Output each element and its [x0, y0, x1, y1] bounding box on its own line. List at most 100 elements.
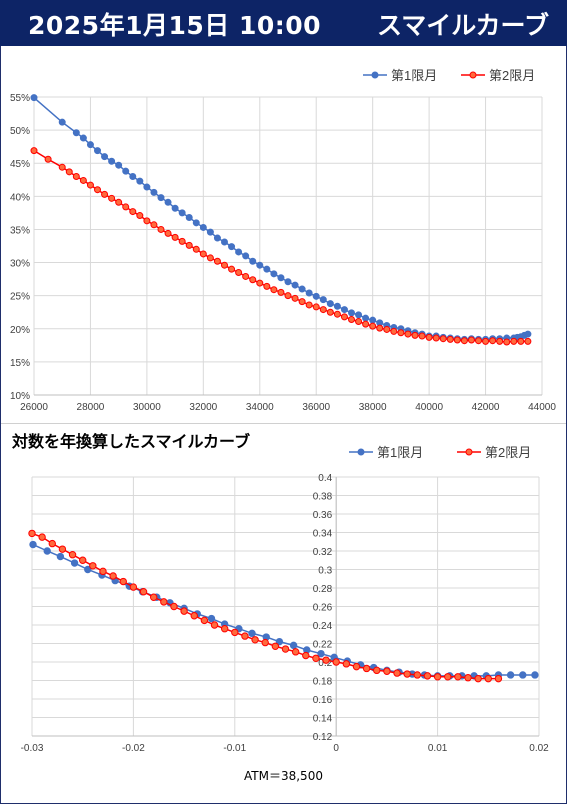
y-tick-label: 15% — [10, 358, 30, 369]
data-point — [256, 279, 264, 287]
data-point — [210, 621, 219, 629]
data-point — [94, 186, 101, 194]
data-point — [136, 177, 144, 185]
data-point — [48, 539, 56, 548]
series-line-2 — [33, 149, 528, 343]
data-point — [404, 330, 412, 338]
data-point — [235, 268, 243, 276]
data-point — [99, 567, 107, 576]
data-point — [101, 153, 109, 161]
data-point — [475, 337, 482, 345]
data-point — [326, 300, 334, 308]
data-point — [302, 651, 310, 660]
atm-annotation: ATM＝38,500 — [244, 769, 323, 783]
data-point — [496, 337, 504, 345]
data-point — [298, 298, 306, 306]
y-tick-label: 0.14 — [313, 714, 333, 725]
data-point — [413, 671, 422, 679]
data-point — [423, 672, 432, 680]
data-point — [122, 167, 130, 175]
y-tick-label: 35% — [10, 225, 30, 236]
y-tick-label: 0.22 — [313, 640, 333, 651]
data-point — [89, 562, 97, 570]
data-point — [291, 294, 299, 302]
x-tick-label: 34000 — [246, 402, 274, 413]
y-tick-label: 0.26 — [313, 603, 333, 614]
data-point — [228, 243, 236, 251]
data-point — [453, 336, 461, 344]
data-point — [119, 577, 127, 586]
data-point — [271, 642, 280, 650]
x-tick-label: 0 — [333, 743, 339, 754]
data-point — [94, 147, 101, 155]
data-point — [38, 533, 46, 541]
data-point — [170, 602, 178, 611]
data-point — [58, 163, 66, 171]
data-point — [373, 666, 381, 675]
data-point — [433, 673, 442, 681]
y-tick-label: 0.28 — [313, 584, 333, 595]
data-point — [108, 157, 116, 165]
data-point — [199, 250, 207, 258]
legend-marker — [357, 448, 365, 456]
header-date: 2025年1月15日 10:00 — [28, 11, 322, 40]
x-tick-label: 42000 — [472, 402, 500, 413]
data-point — [517, 337, 525, 345]
data-point — [531, 671, 539, 679]
data-point — [235, 248, 243, 256]
data-point — [206, 254, 214, 262]
data-point — [149, 593, 158, 601]
data-point — [326, 308, 334, 316]
data-point — [58, 118, 66, 126]
series-line-1 — [33, 97, 529, 341]
y-tick-label: 0.24 — [313, 621, 333, 632]
x-tick-label: 30000 — [133, 402, 161, 413]
data-point — [342, 660, 351, 668]
data-point — [213, 234, 221, 242]
y-tick-label: 0.18 — [313, 677, 333, 688]
data-point — [439, 335, 447, 343]
x-tick-label: 40000 — [415, 402, 443, 413]
data-point — [397, 329, 405, 337]
data-point — [171, 204, 179, 212]
data-point — [207, 614, 216, 623]
data-point — [503, 338, 511, 346]
y-tick-label: 20% — [10, 325, 30, 336]
y-tick-label: 0.3 — [318, 566, 332, 577]
data-point — [460, 337, 468, 345]
x-tick-label: -0.02 — [122, 743, 145, 754]
data-point — [298, 285, 306, 293]
data-point — [482, 337, 490, 345]
data-point — [206, 228, 214, 236]
data-point — [164, 198, 172, 206]
header-title: スマイルカーブ — [377, 11, 550, 40]
data-point — [277, 288, 285, 296]
data-point — [291, 281, 299, 289]
data-point — [70, 559, 79, 567]
data-point — [221, 261, 228, 269]
data-point — [220, 625, 229, 633]
data-point — [242, 252, 250, 260]
data-point — [446, 335, 454, 343]
data-point — [190, 612, 198, 620]
y-tick-label: 40% — [10, 192, 30, 203]
data-point — [143, 217, 151, 225]
y-tick-label: 0.4 — [318, 473, 332, 484]
data-point — [86, 181, 94, 189]
data-point — [43, 547, 51, 555]
smile-curve-chart: 10% 15% 20% 25% 30% 35% 40% 45% 50% 55% 26000 28000… — [10, 68, 556, 413]
y-tick-label: 0.34 — [313, 529, 333, 540]
data-point — [30, 94, 38, 102]
data-point — [312, 303, 320, 311]
x-tick-label: 26000 — [20, 402, 48, 413]
data-point — [270, 270, 278, 278]
y-tick-label: 0.32 — [313, 547, 333, 558]
data-point — [248, 629, 256, 638]
data-point — [333, 302, 341, 310]
data-point — [178, 209, 186, 217]
data-point — [352, 662, 361, 671]
data-point — [251, 636, 259, 644]
data-point — [261, 638, 269, 647]
data-point — [284, 292, 292, 300]
data-point — [150, 188, 158, 196]
